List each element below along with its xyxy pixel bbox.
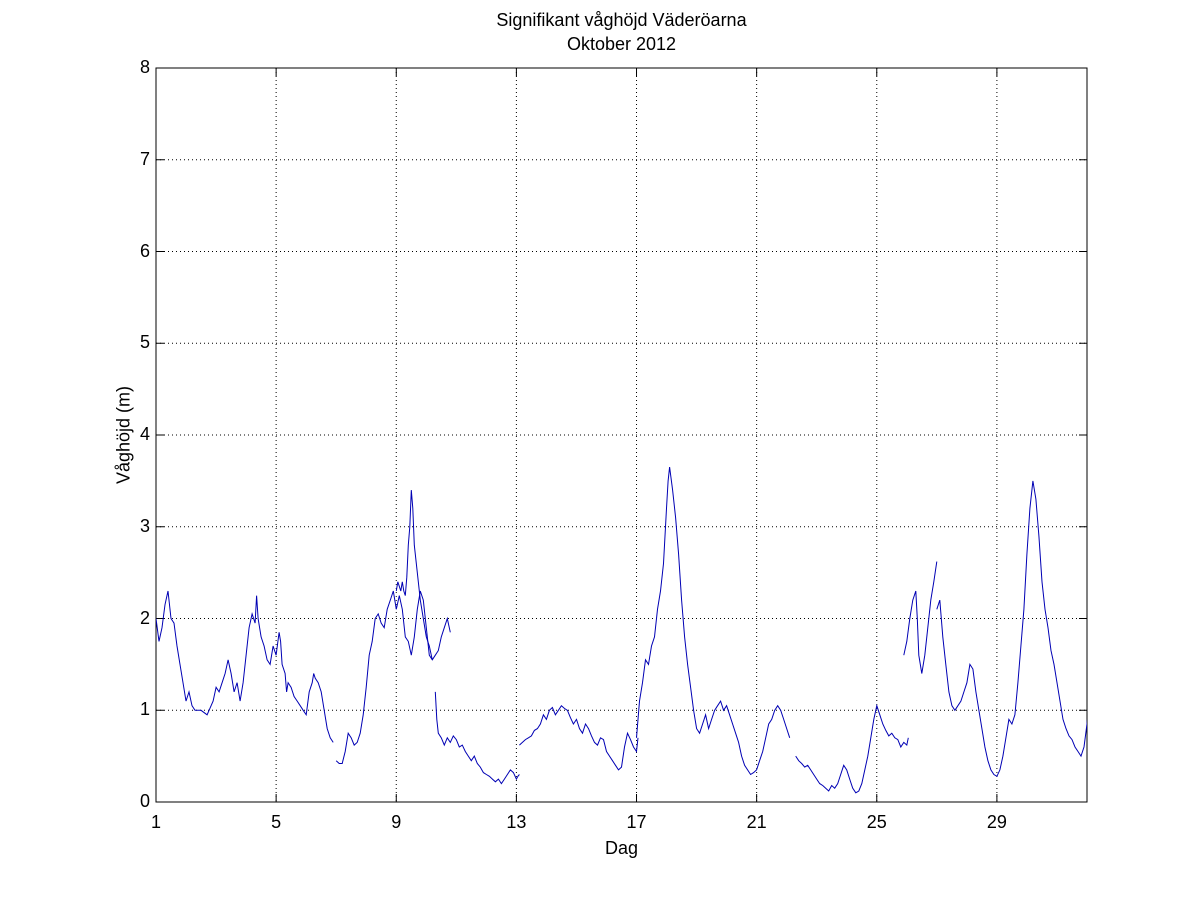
y-tick-label: 0 bbox=[139, 791, 150, 811]
series-line-segment bbox=[434, 691, 520, 785]
y-tick-label: 1 bbox=[139, 699, 150, 720]
y-tick-label: 2 bbox=[139, 607, 150, 628]
y-tick-label: 8 bbox=[139, 57, 150, 77]
x-tick-label: 13 bbox=[506, 812, 527, 832]
x-tick-label: 21 bbox=[746, 812, 767, 832]
series-line-segment bbox=[335, 590, 451, 764]
series-line-segment bbox=[795, 703, 909, 794]
x-tick-label: 29 bbox=[986, 812, 1007, 832]
series-line-segment bbox=[936, 480, 1087, 778]
series-line-segment bbox=[519, 704, 639, 771]
x-axis-label: Dag bbox=[604, 838, 639, 858]
x-tick-label: 1 bbox=[150, 812, 161, 832]
y-tick-label: 6 bbox=[139, 240, 150, 261]
series-lines bbox=[156, 467, 1125, 794]
plot-frame bbox=[155, 67, 1088, 803]
series-line-segment bbox=[636, 467, 791, 776]
y-tick-label: 3 bbox=[139, 515, 150, 536]
y-tick-label: 4 bbox=[139, 424, 150, 444]
chart-title: Signifikant våghöjd Väderöarna bbox=[496, 10, 747, 30]
x-tick-label: 17 bbox=[626, 812, 647, 832]
chart-subtitle: Oktober 2012 bbox=[566, 34, 677, 54]
y-axis-label: Våghöjd (m) bbox=[113, 385, 134, 485]
series-line-segment bbox=[156, 590, 334, 743]
y-tick-label: 5 bbox=[139, 332, 150, 353]
x-tick-label: 5 bbox=[271, 812, 282, 832]
x-tick-label: 25 bbox=[866, 812, 887, 832]
y-tick-label: 7 bbox=[139, 148, 150, 169]
grid bbox=[156, 68, 1087, 802]
x-tick-label: 9 bbox=[391, 812, 402, 832]
axes-frame bbox=[155, 67, 1088, 803]
series-line-segment bbox=[395, 490, 433, 660]
series-line-segment bbox=[1102, 486, 1125, 614]
series-line-segment bbox=[903, 561, 938, 674]
